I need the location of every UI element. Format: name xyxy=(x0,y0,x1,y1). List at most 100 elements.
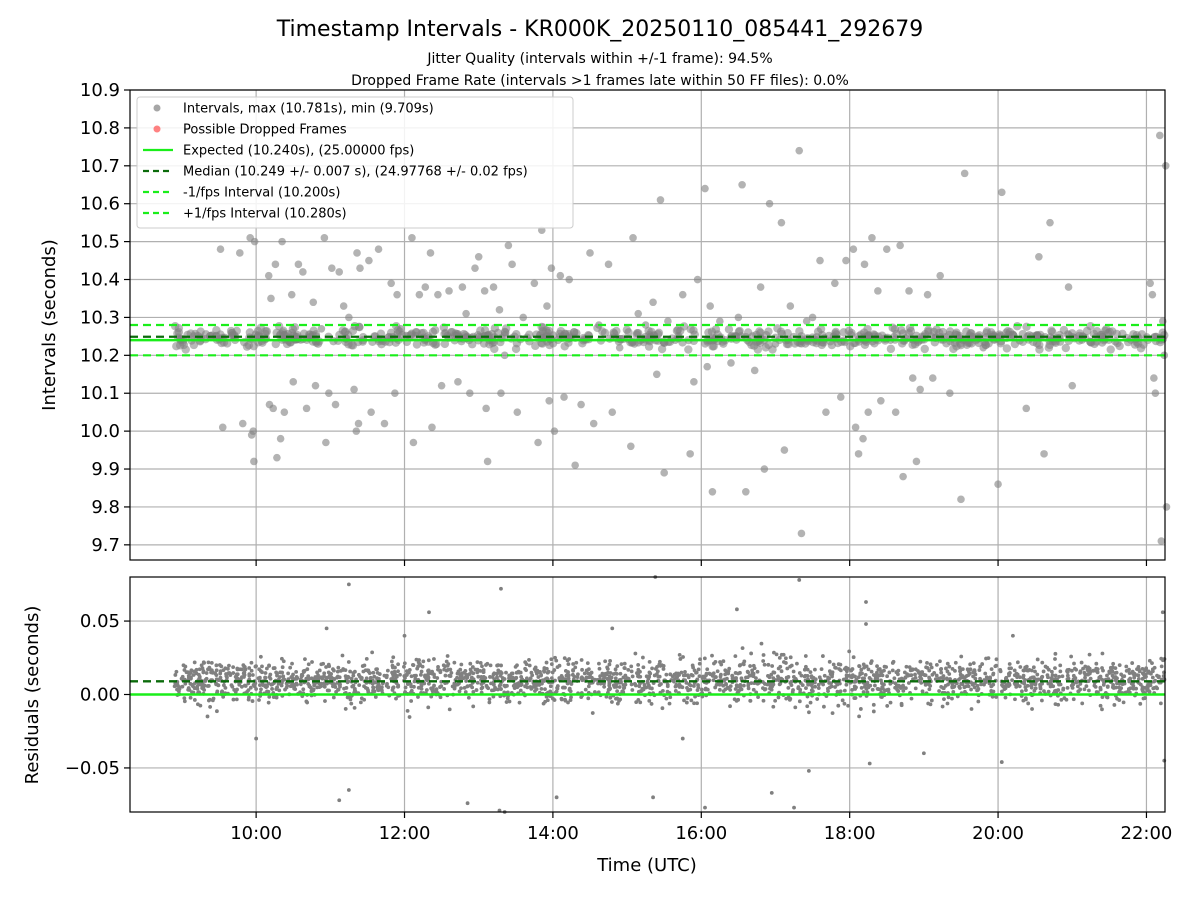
residual-point xyxy=(598,674,603,679)
residual-point xyxy=(820,654,825,658)
residual-point xyxy=(1141,672,1146,677)
residual-point xyxy=(1127,690,1132,695)
residual-point xyxy=(640,655,645,660)
residual-point xyxy=(327,688,331,693)
residual-point xyxy=(559,697,564,702)
residual-point xyxy=(864,682,869,687)
intervals-frame xyxy=(129,89,1166,561)
residual-point xyxy=(263,671,268,675)
interval-point xyxy=(654,328,664,338)
residual-point xyxy=(327,673,332,678)
residual-point xyxy=(487,697,492,702)
residual-point xyxy=(311,687,316,692)
residual-point xyxy=(958,667,963,672)
residual-point xyxy=(856,675,861,680)
residual-point xyxy=(680,685,685,690)
interval-outlier-point xyxy=(750,366,759,375)
residual-point xyxy=(1112,703,1117,707)
residual-point xyxy=(813,667,817,672)
residual-point xyxy=(421,659,426,664)
interval-outlier-point xyxy=(854,450,863,458)
residual-point xyxy=(973,672,978,677)
residual-point xyxy=(958,676,963,681)
residual-point xyxy=(809,675,814,680)
residual-point xyxy=(182,699,187,704)
interval-outlier-point xyxy=(276,434,285,443)
residual-point xyxy=(377,685,382,690)
residual-point xyxy=(919,681,924,685)
residual-point xyxy=(1073,676,1078,680)
residual-point xyxy=(737,688,741,693)
residual-point xyxy=(842,701,847,706)
residual-point xyxy=(822,673,827,678)
residual-point xyxy=(380,681,385,686)
x-axis-label: Time (UTC) xyxy=(596,855,697,876)
residual-point xyxy=(555,685,560,690)
residual-point xyxy=(733,654,738,659)
residual-point xyxy=(773,698,778,703)
residual-outlier-point xyxy=(680,736,685,741)
residual-point xyxy=(331,695,336,700)
residual-outlier-point xyxy=(1011,633,1015,638)
residual-point xyxy=(661,667,666,671)
residual-point xyxy=(283,687,287,692)
interval-outlier-point xyxy=(264,271,273,280)
residual-point xyxy=(385,668,390,673)
residual-point xyxy=(1143,696,1147,701)
interval-outlier-point xyxy=(428,423,436,432)
residual-point xyxy=(763,687,768,691)
interval-outlier-point xyxy=(441,328,450,337)
interval-outlier-point xyxy=(391,389,399,398)
residual-point xyxy=(1022,668,1027,673)
residual-point xyxy=(1097,675,1102,680)
residuals-outliers xyxy=(254,575,1167,814)
residual-point xyxy=(711,671,716,676)
interval-point xyxy=(795,327,804,336)
interval-outlier-point xyxy=(734,313,743,322)
residual-point xyxy=(364,676,369,681)
residual-point xyxy=(527,657,531,662)
residual-point xyxy=(810,685,815,689)
residual-point xyxy=(660,688,665,693)
interval-outlier-point xyxy=(289,378,298,386)
interval-outlier-point xyxy=(1157,537,1166,545)
residual-point xyxy=(846,703,851,708)
residual-point xyxy=(972,685,977,690)
intervals-outliers xyxy=(216,131,1171,545)
residual-point xyxy=(633,682,638,687)
residual-point xyxy=(621,686,626,691)
residual-point xyxy=(466,695,471,700)
residual-point xyxy=(768,686,772,691)
residual-point xyxy=(324,675,329,680)
residual-point xyxy=(1053,702,1058,707)
residual-point xyxy=(1113,671,1118,675)
residual-point xyxy=(727,666,732,671)
interval-point xyxy=(612,326,621,336)
residual-point xyxy=(336,665,341,670)
residual-point xyxy=(306,677,311,682)
interval-point xyxy=(689,326,698,335)
residual-point xyxy=(301,687,306,692)
residual-point xyxy=(490,688,494,693)
residual-point xyxy=(1084,684,1089,689)
residual-point xyxy=(613,667,618,672)
residual-outlier-point xyxy=(769,791,774,795)
residual-point xyxy=(871,702,876,707)
residual-point xyxy=(432,683,436,688)
residual-point xyxy=(1053,673,1058,678)
residual-point xyxy=(601,676,606,681)
residual-point xyxy=(1003,686,1008,691)
residual-point xyxy=(1065,673,1070,678)
residual-point xyxy=(223,666,228,671)
residual-point xyxy=(608,659,612,663)
residual-point xyxy=(408,682,413,687)
residual-point xyxy=(704,673,708,678)
intervals-y-tick-label: 10.9 xyxy=(80,80,120,101)
residual-point xyxy=(231,671,236,675)
residual-point xyxy=(1040,698,1044,703)
residual-point xyxy=(690,663,695,668)
residual-point xyxy=(1132,673,1137,678)
residual-point xyxy=(548,684,553,689)
residual-point xyxy=(366,688,370,693)
residual-point xyxy=(1152,665,1157,670)
